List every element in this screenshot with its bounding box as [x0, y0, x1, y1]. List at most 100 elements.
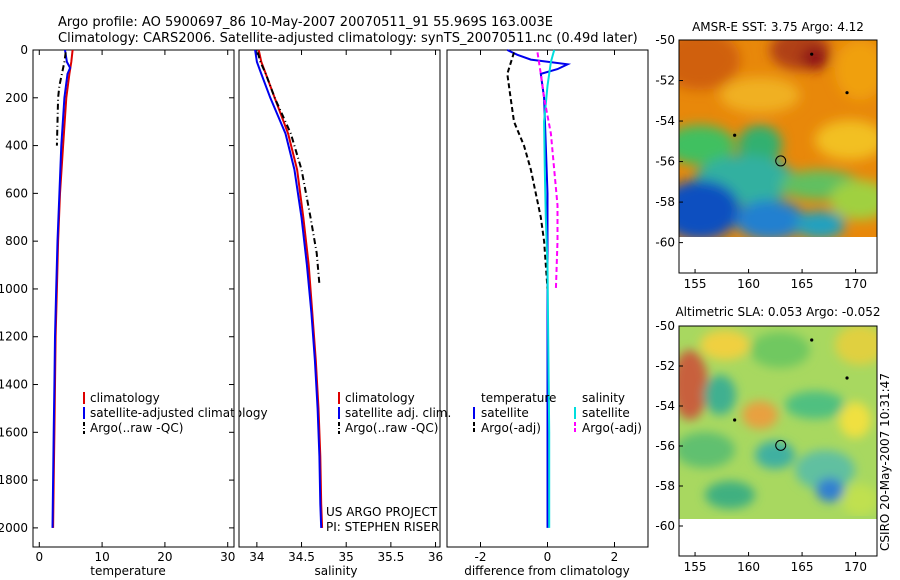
- difference-xlabel: difference from climatology: [464, 564, 630, 578]
- y-tick-label: 1800: [0, 473, 28, 487]
- x-tick-label: 34.5: [288, 550, 315, 564]
- series-argo-raw-qc: [55, 52, 67, 146]
- map-y-tick-label: -56: [655, 155, 675, 169]
- salinity-xlabel: salinity: [314, 564, 357, 578]
- x-tick-label: 20: [157, 550, 172, 564]
- sla-heatmap: [679, 326, 877, 529]
- sst-axes-frame: [678, 39, 878, 274]
- float-position-dot: [810, 338, 814, 342]
- map-y-tick-label: -58: [655, 479, 675, 493]
- float-position-dot: [845, 91, 849, 95]
- project-annotation: US ARGO PROJECT: [326, 505, 438, 519]
- float-position-dot: [733, 418, 737, 422]
- map-x-tick-label: 160: [737, 560, 760, 574]
- x-tick-label: 2: [611, 550, 619, 564]
- legend-label-argo: Argo(..raw -QC): [345, 421, 438, 435]
- title-line-2: Climatology: CARS2006. Satellite-adjuste…: [58, 31, 638, 46]
- x-tick-label: -2: [475, 550, 487, 564]
- series-satellite-adjusted-climatology: [51, 49, 72, 528]
- series-temperature-satellite: [506, 49, 572, 528]
- temperature-xlabel: temperature: [90, 564, 165, 578]
- sla-map-title: Altimetric SLA: 0.053 Argo: -0.052: [675, 305, 880, 319]
- sla-map-ticks: 155 160 165 170 -50 -52 -54 -56 -58 -60: [655, 319, 867, 574]
- sst-field-patches: [679, 40, 877, 237]
- csiro-timestamp: CSIRO 20-May-2007 10:31:47: [878, 373, 892, 551]
- map-x-tick-label: 170: [844, 277, 867, 291]
- x-tick-label: 30: [220, 550, 235, 564]
- float-position-dot: [845, 376, 849, 380]
- temperature-legend: climatology satellite-adjusted climatolo…: [83, 391, 268, 435]
- map-y-tick-label: -60: [655, 236, 675, 250]
- temperature-axes-frame: [32, 49, 235, 548]
- y-tick-label: 1200: [0, 330, 28, 344]
- title-line-1: Argo profile: AO 5900697_86 10-May-2007 …: [58, 15, 553, 30]
- y-tick-label: 200: [5, 91, 28, 105]
- salinity-axes-frame: [238, 49, 441, 548]
- sla-axes-frame: [678, 325, 878, 557]
- sst-map-ticks: 155 160 165 170 -50 -52 -54 -56 -58 -60: [655, 33, 867, 291]
- map-y-tick-label: -50: [655, 319, 675, 333]
- map-y-tick-label: -54: [655, 114, 675, 128]
- legend-label-climatology: climatology: [345, 391, 415, 405]
- difference-legend: temperature salinity satellite Argo(-adj…: [473, 391, 642, 435]
- sla-field-patches: [679, 326, 877, 516]
- map-y-tick-label: -54: [655, 399, 675, 413]
- difference-panel: -2 0 2 difference from climatology tempera…: [446, 49, 649, 578]
- y-tick-label: 1600: [0, 425, 28, 439]
- y-tick-label: 2000: [0, 521, 28, 535]
- difference-ticks: -2 0 2: [475, 50, 619, 564]
- profile-location-marker: [775, 439, 787, 451]
- legend-label-sal-satellite: satellite: [582, 406, 630, 420]
- sst-map-panel: AMSR-E SST: 3.75 Argo: 4.12: [655, 20, 878, 291]
- map-x-tick-label: 155: [684, 560, 707, 574]
- legend-label-sal-argo: Argo(-adj): [582, 421, 642, 435]
- x-tick-label: 36: [428, 550, 443, 564]
- sla-map-panel: Altimetric SLA: 0.053 Argo: -0.052: [655, 305, 880, 574]
- map-y-tick-label: -52: [655, 74, 675, 88]
- map-x-tick-label: 165: [791, 560, 814, 574]
- y-tick-label: 0: [20, 43, 28, 57]
- y-tick-label: 600: [5, 186, 28, 200]
- legend-label-temp-satellite: satellite: [481, 406, 529, 420]
- legend-title-temperature: temperature: [481, 391, 556, 405]
- x-tick-label: 10: [94, 550, 109, 564]
- x-tick-label: 35.5: [378, 550, 405, 564]
- pi-annotation: PI: STEPHEN RISER: [326, 520, 439, 534]
- map-y-tick-label: -52: [655, 359, 675, 373]
- y-tick-label: 800: [5, 234, 28, 248]
- salinity-panel: 34 34.5 35 35.5 36 salinity climatology sate…: [238, 49, 451, 578]
- temperature-lines: [51, 49, 74, 528]
- legend-clip-mask: [235, 395, 239, 435]
- map-x-tick-label: 160: [737, 277, 760, 291]
- difference-lines: [506, 49, 572, 528]
- sla-map-marks: [733, 338, 849, 451]
- map-y-tick-label: -56: [655, 439, 675, 453]
- x-tick-label: 34: [249, 550, 264, 564]
- salinity-lines: [254, 49, 324, 528]
- salinity-ticks: 34 34.5 35 35.5 36: [249, 50, 443, 564]
- profile-location-marker: [775, 155, 787, 167]
- map-x-tick-label: 165: [791, 277, 814, 291]
- sst-map-title: AMSR-E SST: 3.75 Argo: 4.12: [692, 20, 864, 34]
- x-tick-label: 0: [35, 550, 43, 564]
- temperature-ticks: 0 10 20 30 0 200 400 600 800 1000 1200 1400 1600 1800…: [0, 43, 235, 564]
- map-x-tick-label: 155: [684, 277, 707, 291]
- map-y-tick-label: -58: [655, 195, 675, 209]
- series-salinity-argo-adj: [536, 52, 559, 289]
- series-satellite-adj-clim: [254, 49, 323, 528]
- float-position-dot: [733, 133, 737, 137]
- x-tick-label: 35: [339, 550, 354, 564]
- legend-label-satellite-adj: satellite adj. clim.: [345, 406, 451, 420]
- legend-title-salinity: salinity: [582, 391, 625, 405]
- y-tick-label: 400: [5, 139, 28, 153]
- sst-nodata-band: [679, 237, 877, 247]
- legend-label-satellite-adjusted: satellite-adjusted climatology: [90, 406, 268, 420]
- y-tick-label: 1400: [0, 378, 28, 392]
- y-tick-label: 1000: [0, 282, 28, 296]
- legend-label-argo: Argo(..raw -QC): [90, 421, 183, 435]
- series-temperature-argo-adj: [506, 52, 549, 289]
- float-position-dot: [810, 52, 814, 56]
- legend-label-climatology: climatology: [90, 391, 160, 405]
- sla-nodata-band: [679, 519, 877, 529]
